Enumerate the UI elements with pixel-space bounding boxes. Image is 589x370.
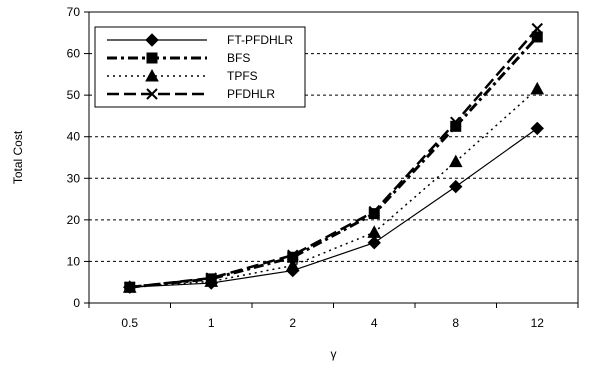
y-axis-ticks: 0 10 20 30 40 50 60 70 <box>67 5 89 310</box>
square-marker <box>531 31 543 43</box>
series-line <box>129 88 538 288</box>
y-tick-label: 50 <box>67 88 81 102</box>
diamond-marker <box>145 33 159 47</box>
square-marker <box>146 52 158 64</box>
y-tick-label: 60 <box>67 47 81 61</box>
legend: FT-PFDHLR BFS TPFS PFDHLR <box>94 26 306 108</box>
x-axis-title: γ <box>331 347 337 361</box>
legend-item: FT-PFDHLR <box>107 33 293 47</box>
triangle-marker <box>530 81 545 95</box>
legend-item: BFS <box>107 51 250 65</box>
legend-label: BFS <box>227 51 250 65</box>
y-tick-label: 40 <box>67 130 81 144</box>
x-tick-label: 4 <box>371 316 378 330</box>
diamond-marker <box>367 236 381 250</box>
x-tick-label: 1 <box>208 316 215 330</box>
series-line <box>129 27 539 289</box>
diamond-marker <box>530 121 544 136</box>
x-marker <box>205 272 217 284</box>
triangle-marker <box>448 154 463 168</box>
y-tick-label: 0 <box>73 296 80 310</box>
y-tick-label: 30 <box>67 171 81 185</box>
series-tpfs <box>122 81 545 293</box>
y-axis-title: Total Cost <box>11 130 25 184</box>
legend-label: TPFS <box>227 69 258 83</box>
square-marker <box>368 208 380 220</box>
x-marker <box>124 281 136 293</box>
x-marker <box>287 249 299 261</box>
series-line <box>129 127 538 288</box>
triangle-marker <box>285 258 300 272</box>
y-tick-label: 20 <box>67 213 81 227</box>
x-tick-label: 0.5 <box>121 316 138 330</box>
x-marker <box>146 88 158 100</box>
y-tick-label: 10 <box>67 254 81 268</box>
x-tick-label: 12 <box>531 316 545 330</box>
x-marker <box>531 22 543 35</box>
series-pfdhlr <box>124 22 543 293</box>
triangle-marker <box>145 68 159 82</box>
series-layer <box>122 22 545 294</box>
y-tick-label: 70 <box>67 5 81 19</box>
diamond-marker <box>449 179 463 194</box>
x-marker <box>368 205 380 218</box>
legend-item: TPFS <box>107 68 258 83</box>
x-marker <box>450 116 462 128</box>
triangle-marker <box>367 225 382 238</box>
legend-item: PFDHLR <box>107 87 275 101</box>
x-axis-ticks: 0.5 1 2 4 8 12 <box>88 303 579 330</box>
series-ft-pfdhlr <box>123 121 544 294</box>
legend-label: PFDHLR <box>227 87 275 101</box>
x-tick-label: 8 <box>452 316 459 330</box>
x-tick-label: 2 <box>289 316 296 330</box>
legend-label: FT-PFDHLR <box>227 33 293 47</box>
